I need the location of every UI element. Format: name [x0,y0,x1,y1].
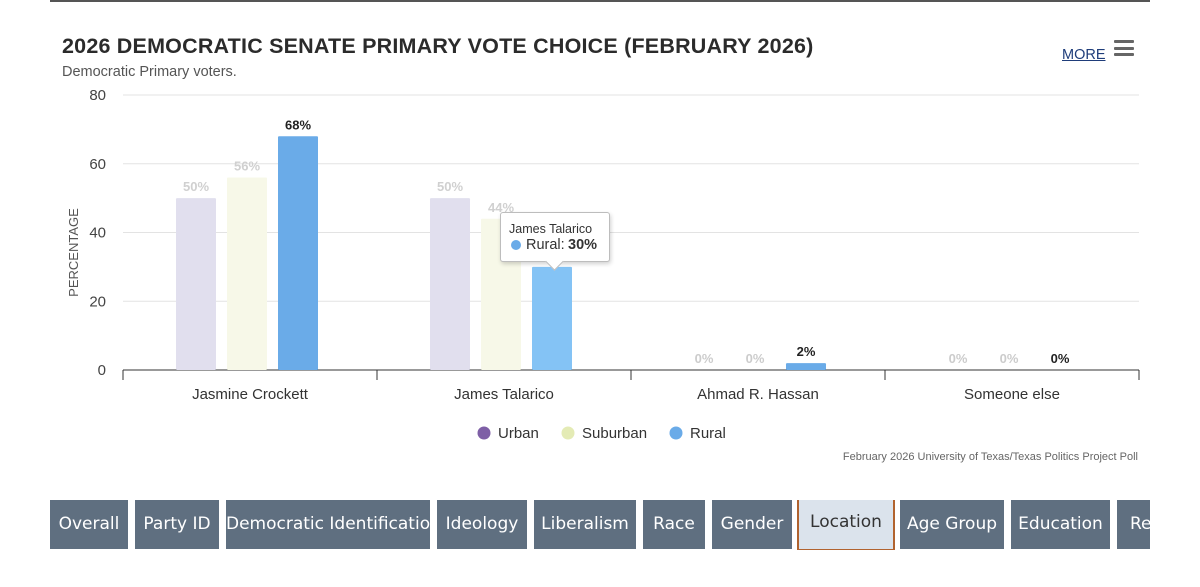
y-tick-label: 60 [89,156,106,173]
bar-rural [786,363,826,370]
bar-chart: 0 20 40 60 80 PERCENTAGE Jasmine Crockett 50% 56… [66,87,1140,463]
top-divider [50,0,1150,2]
legend-marker-urban [477,426,491,440]
x-category-label: Someone else [964,386,1060,403]
legend-label-rural: Rural [690,425,726,442]
bar-rural [532,266,572,370]
tab-overall[interactable]: Overall [50,500,128,549]
hamburger-menu-icon[interactable] [1114,40,1134,56]
tab-democratic-identification[interactable]: Democratic Identification [226,500,430,549]
tab-party-id[interactable]: Party ID [135,500,219,549]
y-tick-label: 20 [89,293,106,310]
y-tick-label: 0 [98,362,106,379]
chart-tooltip: James Talarico Rural: 30% [500,212,610,271]
data-label: 0% [949,351,968,366]
tab-liberalism[interactable]: Liberalism [534,500,636,549]
more-link[interactable]: MORE [1062,47,1106,63]
tooltip-title: James Talarico [509,222,593,236]
data-label: 2% [797,344,816,359]
data-label: 56% [234,159,260,174]
tooltip-value: 30% [568,237,598,253]
legend-label-suburban: Suburban [582,425,647,442]
bar-rural [278,136,318,370]
tab-race[interactable]: Race [643,500,705,549]
data-label: 50% [437,179,463,194]
bar-urban [430,198,470,370]
tooltip-series-label: Rural: [526,237,565,253]
x-category-label: Ahmad R. Hassan [697,386,819,403]
data-label: 68% [285,117,311,132]
legend-marker-rural [669,426,683,440]
chart-subtitle: Democratic Primary voters. [62,64,237,80]
legend-label-urban: Urban [498,425,539,442]
x-category-label: James Talarico [454,386,554,403]
tab-bar: Overall Party ID Democratic Identification… [50,500,1150,550]
data-label: 0% [746,351,765,366]
data-label: 0% [1000,351,1019,366]
legend-marker-suburban [561,426,575,440]
tab-age-group[interactable]: Age Group [900,500,1004,549]
tab-ideology[interactable]: Ideology [437,500,527,549]
bar-suburban [227,177,267,370]
y-axis-title: PERCENTAGE [66,208,81,297]
data-label: 0% [695,351,714,366]
data-label: 0% [1051,351,1070,366]
chart-title: 2026 DEMOCRATIC SENATE PRIMARY VOTE CHOI… [62,34,814,58]
tab-education[interactable]: Education [1011,500,1110,549]
data-label: 44% [488,200,514,215]
data-label: 50% [183,179,209,194]
x-category-label: Jasmine Crockett [192,386,309,403]
y-tick-label: 80 [89,87,106,104]
tooltip-series-dot-icon [511,240,521,250]
tab-religion[interactable]: Religion [1117,500,1150,549]
bar-urban [176,198,216,370]
tab-gender[interactable]: Gender [712,500,792,549]
y-tick-label: 40 [89,225,106,242]
tab-location[interactable]: Location [797,500,895,550]
source-credit: February 2026 University of Texas/Texas … [843,451,1138,463]
